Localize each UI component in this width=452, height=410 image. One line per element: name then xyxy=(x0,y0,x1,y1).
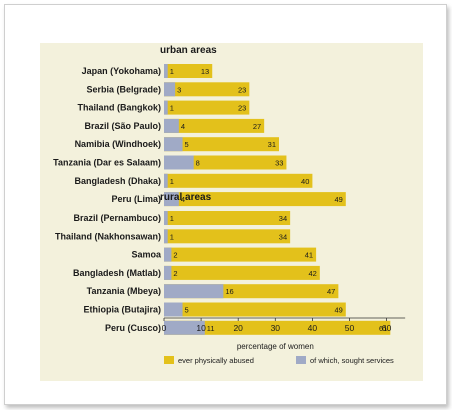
legend-label-abused: ever physically abused xyxy=(178,356,254,365)
value-label-abused-brazil-s-o-paulo: 27 xyxy=(253,122,261,131)
bar-sought-thailand-nakhonsawan xyxy=(164,229,168,244)
category-label-peru-lima: Peru (Lima) xyxy=(111,194,161,204)
category-label-ethiopia-butajira: Ethiopia (Butajira) xyxy=(83,305,161,315)
value-label-abused-tanzania-dar-es-salaam: 33 xyxy=(275,159,283,168)
value-label-abused-peru-lima: 49 xyxy=(334,195,342,204)
value-label-abused-tanzania-mbeya: 47 xyxy=(327,287,335,296)
category-label-japan-yokohama: Japan (Yokohama) xyxy=(82,66,161,76)
category-label-bangladesh-matlab: Bangladesh (Matlab) xyxy=(73,268,161,278)
group-title-urban: urban areas xyxy=(160,45,217,56)
bar-abused-peru-cusco xyxy=(164,320,391,335)
value-label-abused-bangladesh-dhaka: 40 xyxy=(301,177,309,186)
legend-label-sought: of which, sought services xyxy=(310,356,394,365)
value-label-sought-peru-cusco: 11 xyxy=(207,324,215,333)
bar-abused-serbia-belgrade xyxy=(164,82,250,97)
x-tick-label-0: 0 xyxy=(162,323,167,333)
value-label-abused-bangladesh-matlab: 42 xyxy=(308,269,316,278)
bar-abused-bangladesh-matlab xyxy=(164,265,320,280)
bar-abused-brazil-pernambuco xyxy=(164,211,291,225)
bar-abused-tanzania-dar-es-salaam xyxy=(164,155,287,170)
group-title-rural: rural areas xyxy=(160,192,212,203)
bar-sought-ethiopia-butajira xyxy=(164,302,183,317)
value-label-abused-brazil-pernambuco: 34 xyxy=(279,214,287,223)
value-label-abused-japan-yokohama: 13 xyxy=(201,67,209,76)
figure-frame: urban areas Japan (Yokohama) 1 13 Serbia (Be… xyxy=(4,4,447,405)
bar-sought-japan-yokohama xyxy=(164,64,168,78)
category-label-brazil-s-o-paulo: Brazil (São Paulo) xyxy=(84,121,161,131)
chart-panel: urban areas Japan (Yokohama) 1 13 Serbia (Be… xyxy=(40,43,423,381)
bar-sought-thailand-bangkok xyxy=(164,100,168,115)
value-label-sought-tanzania-dar-es-salaam: 8 xyxy=(196,159,200,168)
bar-sought-peru-cusco xyxy=(164,320,205,335)
bar-sought-peru-lima xyxy=(164,192,179,207)
bar-abused-namibia-windhoek xyxy=(164,137,280,152)
bar-sought-samoa xyxy=(164,247,172,262)
x-axis-title: percentage of women xyxy=(237,342,314,351)
bar-abused-ethiopia-butajira xyxy=(164,302,346,317)
value-label-abused-serbia-belgrade: 23 xyxy=(238,85,246,94)
bar-abused-brazil-s-o-paulo xyxy=(164,118,265,133)
bar-sought-brazil-s-o-paulo xyxy=(164,118,179,133)
value-label-sought-ethiopia-butajira: 5 xyxy=(185,306,189,315)
value-label-abused-thailand-bangkok: 23 xyxy=(238,104,246,113)
value-label-sought-serbia-belgrade: 3 xyxy=(177,85,181,94)
value-label-sought-thailand-nakhonsawan: 1 xyxy=(170,232,174,241)
bar-sought-tanzania-dar-es-salaam xyxy=(164,155,194,170)
value-label-abused-namibia-windhoek: 31 xyxy=(268,140,276,149)
bar-sought-bangladesh-matlab xyxy=(164,265,172,280)
value-label-abused-thailand-nakhonsawan: 34 xyxy=(279,232,287,241)
x-tick-label-60: 60 xyxy=(382,323,392,333)
category-label-thailand-nakhonsawan: Thailand (Nakhonsawan) xyxy=(55,231,161,241)
value-label-sought-japan-yokohama: 1 xyxy=(170,67,174,76)
bar-abused-japan-yokohama xyxy=(164,64,213,78)
value-label-sought-brazil-pernambuco: 1 xyxy=(170,214,174,223)
x-tick-label-40: 40 xyxy=(308,323,318,333)
value-label-abused-ethiopia-butajira: 49 xyxy=(334,306,342,315)
x-tick-label-30: 30 xyxy=(271,323,281,333)
value-label-sought-brazil-s-o-paulo: 4 xyxy=(181,122,185,131)
bar-sought-brazil-pernambuco xyxy=(164,211,168,225)
category-label-samoa: Samoa xyxy=(131,250,162,260)
bar-sought-bangladesh-dhaka xyxy=(164,173,168,188)
category-label-namibia-windhoek: Namibia (Windhoek) xyxy=(75,139,161,149)
value-label-sought-peru-lima: 4 xyxy=(181,195,185,204)
bar-abused-thailand-bangkok xyxy=(164,100,250,115)
value-label-sought-samoa: 2 xyxy=(173,251,177,260)
bar-abused-samoa xyxy=(164,247,317,262)
category-label-peru-cusco: Peru (Cusco) xyxy=(105,323,161,333)
legend-swatch-abused xyxy=(164,356,174,364)
category-label-serbia-belgrade: Serbia (Belgrade) xyxy=(86,84,161,94)
x-tick-label-10: 10 xyxy=(196,323,206,333)
category-label-tanzania-dar-es-salaam: Tanzania (Dar es Salaam) xyxy=(53,158,161,168)
bar-sought-serbia-belgrade xyxy=(164,82,176,97)
bar-abused-peru-lima xyxy=(164,192,346,207)
category-label-bangladesh-dhaka: Bangladesh (Dhaka) xyxy=(74,176,161,186)
value-label-sought-bangladesh-dhaka: 1 xyxy=(170,177,174,186)
x-tick-label-20: 20 xyxy=(233,323,243,333)
value-label-sought-thailand-bangkok: 1 xyxy=(170,104,174,113)
bar-abused-bangladesh-dhaka xyxy=(164,173,313,188)
bar-sought-namibia-windhoek xyxy=(164,137,183,152)
legend-swatch-sought xyxy=(296,356,306,364)
value-label-sought-tanzania-mbeya: 16 xyxy=(225,287,233,296)
category-label-thailand-bangkok: Thailand (Bangkok) xyxy=(77,103,161,113)
value-label-abused-samoa: 41 xyxy=(305,251,313,260)
x-tick-label-50: 50 xyxy=(345,323,355,333)
value-label-sought-namibia-windhoek: 5 xyxy=(185,140,189,149)
bar-abused-thailand-nakhonsawan xyxy=(164,229,291,244)
bar-sought-tanzania-mbeya xyxy=(164,284,224,299)
value-label-abused-peru-cusco: 61 xyxy=(379,324,387,333)
value-label-sought-bangladesh-matlab: 2 xyxy=(173,269,177,278)
category-label-brazil-pernambuco: Brazil (Pernambuco) xyxy=(73,213,161,223)
category-label-tanzania-mbeya: Tanzania (Mbeya) xyxy=(87,286,161,296)
